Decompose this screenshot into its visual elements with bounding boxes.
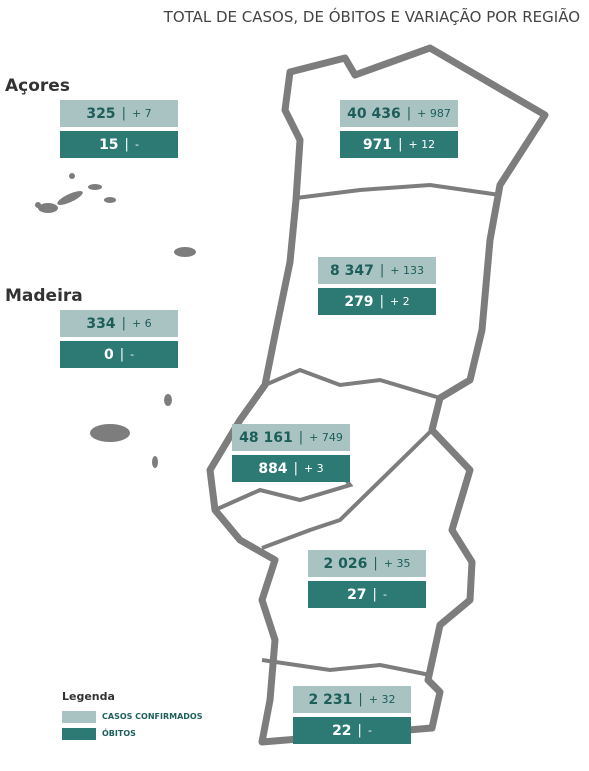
deaths-change: + 2 xyxy=(389,295,410,308)
cases-box: 334 | + 6 xyxy=(60,310,178,337)
deaths-box: 0 | - xyxy=(60,341,178,368)
separator: | xyxy=(293,461,298,476)
deaths-change: + 12 xyxy=(408,138,436,151)
separator: | xyxy=(119,347,125,362)
separator: | xyxy=(357,723,362,738)
cases-box: 325 | + 7 xyxy=(60,100,178,127)
legend-swatch xyxy=(62,728,96,740)
island-label: Açores xyxy=(5,76,70,96)
cases-total: 2 026 xyxy=(323,555,368,572)
deaths-change: - xyxy=(382,588,387,601)
deaths-box: 22 | - xyxy=(293,717,411,744)
legend-swatch xyxy=(62,711,96,723)
deaths-change: - xyxy=(130,348,135,361)
cases-change: + 7 xyxy=(131,107,152,120)
deaths-total: 279 xyxy=(344,293,374,310)
cases-box: 2 026 | + 35 xyxy=(308,550,426,577)
separator: | xyxy=(379,294,384,309)
cases-total: 2 231 xyxy=(308,691,353,708)
cases-box: 40 436 | + 987 xyxy=(340,100,458,127)
cases-total: 334 xyxy=(86,315,116,332)
cases-change: + 133 xyxy=(390,264,424,277)
separator: | xyxy=(373,556,378,571)
cases-change: + 6 xyxy=(131,317,152,330)
deaths-box: 27 | - xyxy=(308,581,426,608)
separator: | xyxy=(121,106,126,121)
cases-total: 40 436 xyxy=(347,105,401,122)
mainland xyxy=(206,44,549,746)
cases-total: 8 347 xyxy=(330,262,374,279)
cases-box: 8 347 | + 133 xyxy=(318,257,436,284)
cases-box: 48 161 | + 749 xyxy=(232,424,350,451)
separator: | xyxy=(372,587,377,602)
cases-change: + 32 xyxy=(368,693,396,706)
separator: | xyxy=(379,263,385,278)
deaths-total: 0 xyxy=(103,346,114,363)
island-label: Madeira xyxy=(5,286,83,306)
cases-change: + 35 xyxy=(383,557,411,570)
deaths-total: 15 xyxy=(99,136,119,153)
separator: | xyxy=(398,137,403,152)
deaths-total: 971 xyxy=(362,136,393,153)
deaths-change: - xyxy=(134,138,139,151)
cases-total: 325 xyxy=(86,105,116,122)
title: TOTAL DE CASOS, DE ÓBITOS E VARIAÇÃO POR… xyxy=(163,8,580,26)
legend-title: Legenda xyxy=(62,690,115,703)
separator: | xyxy=(406,106,412,121)
deaths-total: 884 xyxy=(258,460,288,477)
deaths-box: 971 | + 12 xyxy=(340,131,458,158)
cases-change: + 749 xyxy=(309,431,343,444)
deaths-change: - xyxy=(367,724,372,737)
islands xyxy=(35,173,196,468)
deaths-change: + 3 xyxy=(303,462,324,475)
separator: | xyxy=(298,430,304,445)
cases-total: 48 161 xyxy=(239,429,293,446)
legend-label: CASOS CONFIRMADOS xyxy=(102,712,203,721)
deaths-total: 22 xyxy=(332,722,352,739)
cases-change: + 987 xyxy=(417,107,451,120)
deaths-total: 27 xyxy=(347,586,367,603)
separator: | xyxy=(121,316,126,331)
cases-box: 2 231 | + 32 xyxy=(293,686,411,713)
deaths-box: 884 | + 3 xyxy=(232,455,350,482)
legend-label: ÓBITOS xyxy=(102,729,136,738)
deaths-box: 279 | + 2 xyxy=(318,288,436,315)
deaths-box: 15 | - xyxy=(60,131,178,158)
separator: | xyxy=(124,137,129,152)
separator: | xyxy=(358,692,363,707)
